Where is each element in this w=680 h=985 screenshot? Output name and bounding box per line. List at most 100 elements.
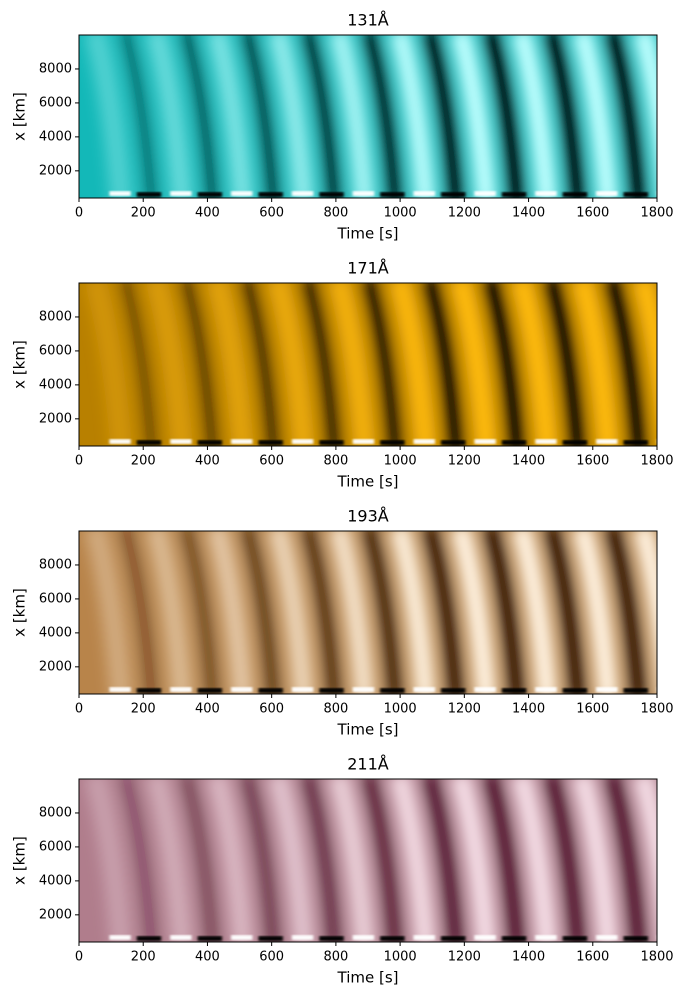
y-axis-label: x [km] [11,836,29,885]
footpoint-bright [657,687,678,692]
intensity-band [631,283,657,438]
footpoint-dark [501,440,527,445]
footpoint-bright [474,439,496,444]
y-tick-label: 6000 [39,839,72,854]
footpoint-dark [441,936,466,941]
y-tick-label: 6000 [39,95,72,110]
y-axis-label: x [km] [11,92,29,141]
footpoint-bright [291,191,314,196]
intensity-band [510,35,559,198]
footpoint-bright [657,439,678,444]
x-tick-label: 1400 [512,950,545,965]
footpoint-bright [170,439,192,444]
footpoint-bright [291,935,314,940]
intensity-band [145,283,194,446]
footpoint-bright [657,191,678,196]
x-tick-label: 1200 [448,454,481,469]
x-tick-label: 800 [323,702,348,717]
intensity-band [327,779,376,942]
intensity-band [116,283,161,446]
footpoint-dark [380,936,405,941]
y-tick-label: 8000 [39,61,72,76]
intensity-band [238,35,283,198]
x-tick-label: 1400 [512,702,545,717]
footpoint-dark [319,688,344,693]
intensity-band [631,779,657,934]
x-tick-label: 1000 [384,206,417,221]
intensity-band [177,779,222,942]
intensity-band [205,531,254,694]
x-tick-label: 1800 [640,702,673,717]
x-tick-label: 1200 [448,206,481,221]
intensity-bands [84,283,657,446]
footpoint-bright [535,439,557,444]
x-tick-label: 800 [323,950,348,965]
footpoint-dark [197,192,222,197]
footpoint-dark [136,192,162,197]
intensity-band [205,35,254,198]
y-tick-label: 6000 [39,591,72,606]
intensity-band [266,779,315,942]
x-tick-label: 200 [131,950,156,965]
intensity-band [327,35,376,198]
axes-frame [78,282,658,447]
intensity-band [542,531,587,694]
intensity-band [116,35,161,198]
intensity-band [327,283,376,446]
footpoint-bright [352,439,375,444]
footpoint-dark [562,688,588,693]
intensity-band [360,779,404,942]
intensity-band [145,35,194,198]
footpoint-dark [319,936,344,941]
intensity-band [449,35,498,198]
y-tick-label: 4000 [39,129,72,144]
intensity-band [388,283,437,446]
y-tick-label: 8000 [39,309,72,324]
intensity-band [603,779,648,942]
footpoint-dark [258,192,283,197]
y-tick-label: 6000 [39,343,72,358]
footpoint-dark [319,192,344,197]
intensity-band [84,531,133,694]
y-tick-label: 2000 [39,907,72,922]
intensity-band [570,35,619,198]
intensity-band [266,283,315,446]
x-tick-label: 1800 [640,206,673,221]
intensity-band [360,531,404,694]
intensity-band [238,779,283,942]
footpoint-bright [413,687,435,692]
x-tick-label: 400 [195,454,220,469]
x-tick-label: 600 [259,950,284,965]
y-tick-label: 2000 [39,411,72,426]
intensity-band [238,283,283,446]
intensity-band [481,35,526,198]
x-tick-label: 1000 [384,454,417,469]
panel: 211Å 0 200 400 600 800 1000 1200 1400 1600 1800 200… [11,755,674,985]
intensity-band [388,531,437,694]
intensity-band [238,531,283,694]
footpoint-bright [231,935,253,940]
footpoint-dark [501,688,527,693]
intensity-band [84,283,133,446]
intensity-band [299,779,344,942]
footpoint-bright [231,191,253,196]
intensity-band [266,35,315,198]
intensity-band [299,283,344,446]
intensity-band [84,35,133,198]
intensity-band [510,531,559,694]
footpoint-bright [109,191,131,196]
footpoint-bright [109,935,131,940]
intensity-band [177,283,222,446]
intensity-band [388,779,437,942]
footpoint-dark [441,192,466,197]
heatmap-image [79,283,678,446]
intensity-band [449,779,498,942]
footpoint-bright [535,191,557,196]
panel: 193Å 0 200 400 600 800 1000 1200 1400 1600 1800 200… [11,507,678,739]
intensity-band [388,35,437,198]
x-tick-label: 400 [195,950,220,965]
x-tick-label: 1200 [448,950,481,965]
intensity-band [603,35,648,198]
footpoint-dark [319,440,344,445]
